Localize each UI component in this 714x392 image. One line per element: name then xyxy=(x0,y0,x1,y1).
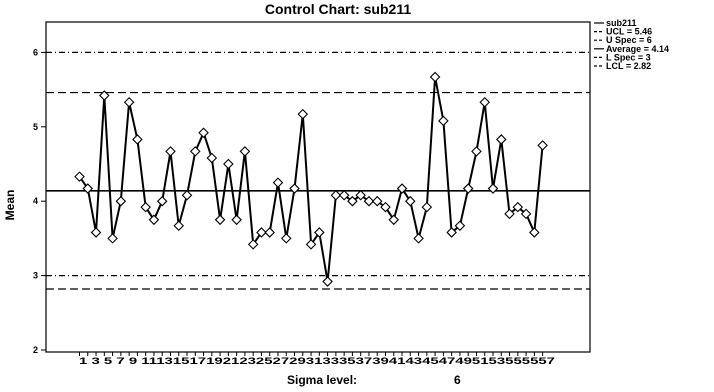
data-point xyxy=(314,227,325,238)
x-tick-labels: 1 3 5 7 9 111315171921232527293133353739… xyxy=(79,356,555,366)
data-point xyxy=(198,127,209,139)
data-point xyxy=(454,220,466,232)
data-point xyxy=(446,227,457,238)
data-point xyxy=(380,201,391,213)
sigma-level-value: 6 xyxy=(454,373,461,387)
y-tick-label: 2 xyxy=(33,345,38,355)
data-point xyxy=(429,71,441,83)
data-point xyxy=(512,201,524,213)
chart-title: Control Chart: sub211 xyxy=(265,1,411,17)
data-point xyxy=(231,214,242,226)
data-point xyxy=(388,214,400,226)
data-point xyxy=(115,195,127,207)
series-line-group xyxy=(78,76,544,283)
data-point xyxy=(107,233,118,244)
legend-entry: UCL = 5.46 xyxy=(606,27,652,37)
data-point xyxy=(190,146,201,157)
data-point xyxy=(156,195,168,207)
data-point xyxy=(90,227,102,238)
data-point xyxy=(371,195,383,207)
data-point xyxy=(173,220,185,232)
data-point xyxy=(99,90,110,101)
data-point xyxy=(280,233,292,244)
data-point xyxy=(330,189,342,201)
data-point xyxy=(214,214,226,226)
plot-area xyxy=(45,21,591,353)
legend-entry: Average = 4.14 xyxy=(606,44,669,54)
data-point xyxy=(223,158,234,170)
data-point xyxy=(165,146,176,157)
data-point xyxy=(462,183,474,194)
data-point xyxy=(289,183,300,194)
data-point xyxy=(338,189,350,201)
data-point xyxy=(123,96,135,108)
data-point xyxy=(264,227,275,238)
series-line xyxy=(78,76,544,283)
data-point xyxy=(239,146,251,157)
y-axis: 2 3 4 5 6 xyxy=(33,47,46,355)
legend-entry: U Spec = 6 xyxy=(606,35,652,45)
data-point xyxy=(405,195,416,207)
y-tick-label: 3 xyxy=(33,271,38,281)
data-point xyxy=(347,195,358,207)
data-point xyxy=(132,134,143,145)
x-axis-label: Sigma level: xyxy=(287,373,357,387)
data-point xyxy=(520,208,532,220)
data-point xyxy=(421,201,433,213)
data-point xyxy=(471,146,482,157)
data-point xyxy=(74,171,85,182)
data-point xyxy=(140,201,151,213)
y-tick-label: 6 xyxy=(33,47,38,57)
data-point xyxy=(322,276,333,287)
data-point xyxy=(479,96,491,108)
data-point xyxy=(148,214,160,226)
y-axis-label: Mean xyxy=(3,190,17,221)
x-axis xyxy=(79,352,544,356)
data-point xyxy=(504,208,515,220)
data-point xyxy=(355,189,366,201)
data-point xyxy=(438,115,449,127)
data-point xyxy=(256,227,267,238)
data-point xyxy=(495,134,507,145)
data-point xyxy=(413,233,424,244)
data-point xyxy=(305,239,317,250)
data-point xyxy=(181,189,193,201)
data-point xyxy=(247,239,259,250)
data-point xyxy=(396,183,408,194)
data-point xyxy=(272,177,284,188)
data-points xyxy=(74,71,548,287)
data-point xyxy=(206,152,218,164)
data-point xyxy=(537,140,548,151)
data-point xyxy=(487,183,499,194)
legend-entry: sub211 xyxy=(606,18,637,28)
data-point xyxy=(82,183,94,194)
data-point xyxy=(297,108,309,120)
legend-entry: LCL = 2.82 xyxy=(606,61,651,71)
data-point xyxy=(363,195,375,207)
data-point xyxy=(529,227,540,238)
legend-entry: L Spec = 3 xyxy=(606,52,651,62)
y-tick-label: 5 xyxy=(33,122,38,132)
y-tick-label: 4 xyxy=(33,196,38,206)
control-limit-lines xyxy=(46,51,590,290)
